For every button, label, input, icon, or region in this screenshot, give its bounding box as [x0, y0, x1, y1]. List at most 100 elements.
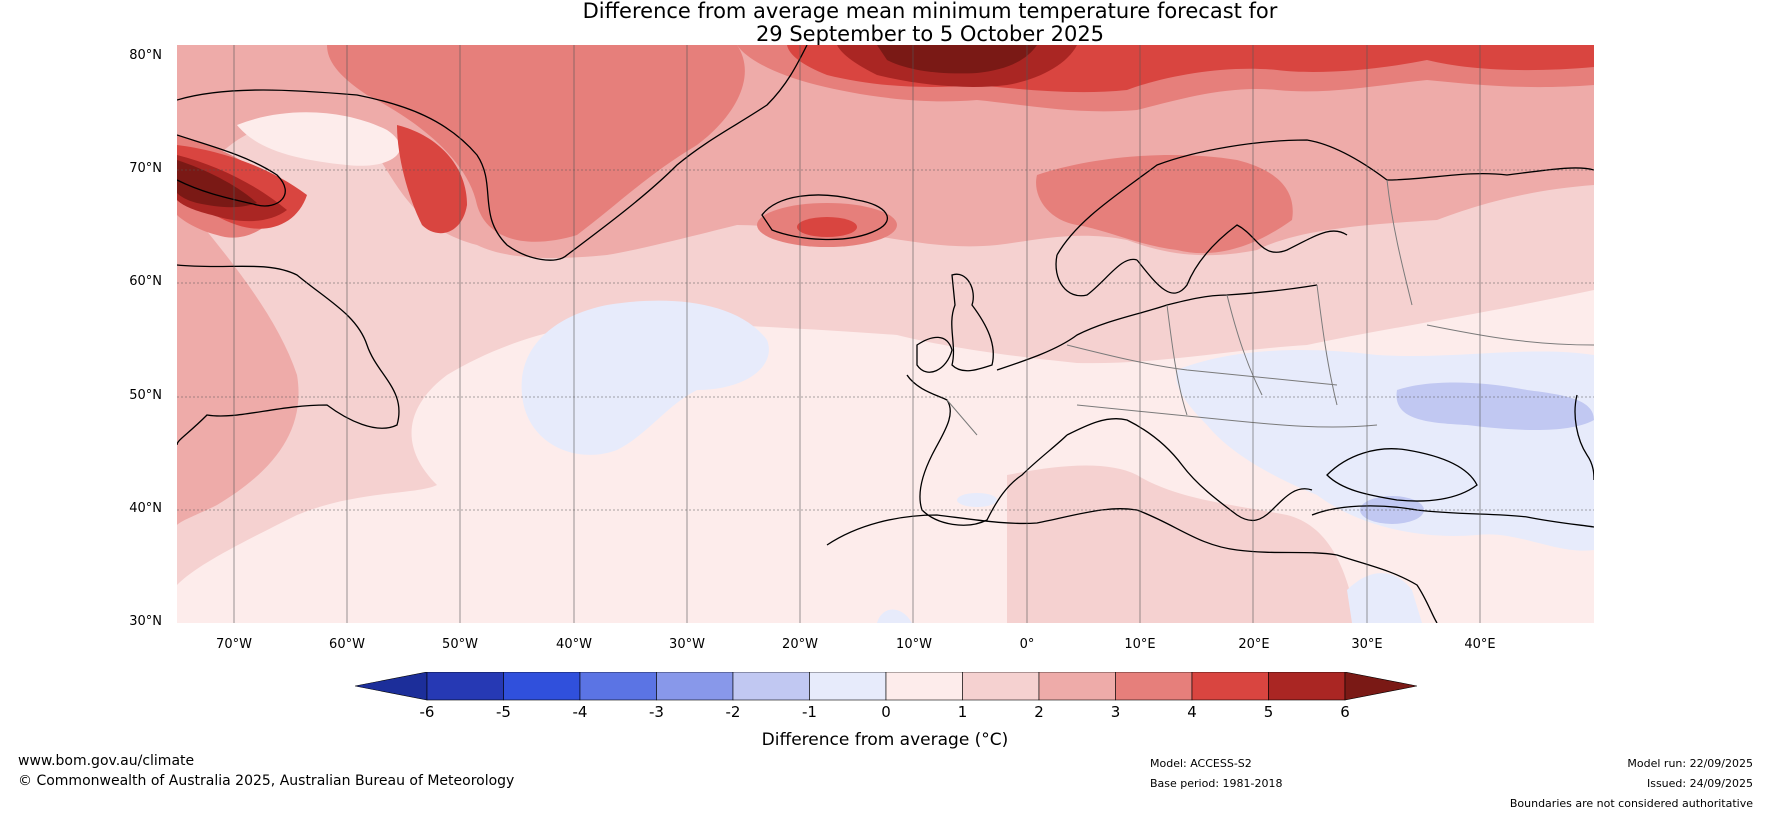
greenland-coast [177, 45, 808, 261]
mediterranean-north-coast [1066, 418, 1313, 522]
colorbar-segment [1038, 671, 1116, 701]
colorbar-tick-label: -5 [496, 703, 511, 721]
title-line-1: Difference from average mean minimum tem… [582, 0, 1278, 23]
temperature-anomaly-map [177, 45, 1594, 623]
map-title: Difference from average mean minimum tem… [0, 0, 1770, 46]
anomaly-field-4-5-greenland-west [397, 125, 467, 234]
map-svg [177, 45, 1594, 623]
colorbar-segment [962, 671, 1040, 701]
anomaly-field-neg1-0-turkey [1347, 573, 1422, 623]
colorbar-tick-label: 4 [1187, 703, 1197, 721]
colorbar-tick-label: 2 [1034, 703, 1044, 721]
lon-label-30e: 30°E [1351, 637, 1383, 652]
lon-label-40e: 40°E [1464, 637, 1496, 652]
lon-label-20e: 20°E [1238, 637, 1270, 652]
border-4 [1386, 179, 1413, 306]
gridlines [233, 45, 1481, 623]
footer-model-run: Model run: 22/09/2025 [1627, 757, 1753, 770]
colorbar-tick-label: -2 [725, 703, 741, 721]
anomaly-field-above-6-labrador [177, 160, 257, 208]
lon-label-60w: 60°W [329, 637, 365, 652]
colorbar-svg [354, 671, 1418, 701]
colorbar-segment [732, 671, 810, 701]
country-borders [946, 179, 1594, 436]
anomaly-field-3-4-scandinavia [1036, 155, 1293, 254]
border-7 [1426, 324, 1594, 346]
colorbar-segment [503, 671, 581, 701]
lon-label-0: 0° [1019, 637, 1035, 652]
britain-coast [951, 273, 994, 372]
colorbar-tick-label: 5 [1263, 703, 1274, 721]
scandinavia-coast [1056, 139, 1594, 256]
ireland-coast [916, 336, 953, 373]
border-8 [946, 399, 978, 436]
latitude-lines [177, 169, 1594, 511]
anomaly-field-4-5-iceland [797, 217, 857, 237]
colorbar-tick-label: -4 [572, 703, 588, 721]
colorbar-label: Difference from average (°C) [761, 730, 1009, 750]
caspian-coast [1574, 394, 1594, 481]
lon-label-20w: 20°W [782, 637, 818, 652]
anomaly-field-3-4-greenland [327, 45, 745, 242]
colorbar-tick-label: -6 [419, 703, 435, 721]
anomaly-field-2-3-west [177, 195, 299, 525]
colorbar-segment [1115, 671, 1193, 701]
iceland-coast [761, 194, 889, 241]
lat-label-80n: 80°N [129, 48, 162, 63]
lon-label-50w: 50°W [442, 637, 478, 652]
anomaly-field-neg1-0-spain [957, 493, 997, 507]
border-5 [1066, 344, 1338, 386]
lon-label-30w: 30°W [669, 637, 705, 652]
colorbar-segment [1268, 671, 1346, 701]
colorbar-tick-label: 6 [1340, 703, 1350, 721]
black-sea-coast [1326, 448, 1478, 502]
lon-label-40w: 40°W [556, 637, 592, 652]
colorbar-tick-label: -1 [802, 703, 817, 721]
footer-issued: Issued: 24/09/2025 [1646, 777, 1753, 790]
anomaly-field-neg2-neg1-ukraine [1396, 382, 1594, 430]
footer-model: Model: ACCESS-S2 [1150, 757, 1252, 770]
colorbar-segment [809, 671, 887, 701]
lat-label-40n: 40°N [129, 501, 162, 516]
colorbar-segment [426, 671, 504, 701]
colorbar-extend-low [354, 671, 428, 701]
sweden-finland-coast [1136, 224, 1348, 294]
colorbar-segment [885, 671, 963, 701]
border-2 [1226, 294, 1263, 396]
footer-disclaimer: Boundaries are not considered authoritat… [1509, 797, 1753, 810]
anomaly-field-neg1-0-south [877, 609, 912, 623]
colorbar-segment [1191, 671, 1269, 701]
labrador-coast [177, 264, 400, 446]
lat-label-60n: 60°N [129, 274, 162, 289]
colorbar-tick-label: 1 [957, 703, 968, 721]
anomaly-field-1-2-south [1007, 465, 1357, 623]
lon-label-70w: 70°W [216, 637, 252, 652]
colorbar-segment [656, 671, 734, 701]
lat-label-70n: 70°N [129, 161, 162, 176]
border-6 [1076, 404, 1378, 428]
lat-label-30n: 30°N [129, 614, 162, 629]
colorbar-tick-label: -3 [649, 703, 664, 721]
colorbar [354, 671, 1418, 702]
title-line-2: 29 September to 5 October 2025 [755, 22, 1105, 46]
anomaly-field-above-6-arctic [877, 45, 1037, 74]
canada-north-coast [177, 134, 286, 207]
border-3 [1316, 284, 1338, 406]
norway-south-coast [1055, 254, 1138, 297]
anomaly-field-neg1-0-atlantic [521, 300, 769, 455]
lon-label-10e: 10°E [1124, 637, 1156, 652]
colorbar-tick-label: 0 [881, 703, 891, 721]
lon-label-10w: 10°W [896, 637, 932, 652]
footer-copyright: © Commonwealth of Australia 2025, Austra… [18, 773, 515, 789]
footer-website[interactable]: www.bom.gov.au/climate [18, 753, 195, 769]
anomaly-field-light-baffin [237, 112, 401, 166]
anomaly-field-neg2-neg1-black-sea [1360, 496, 1424, 524]
border-1 [1166, 304, 1188, 416]
colorbar-segment [579, 671, 657, 701]
lat-label-50n: 50°N [129, 388, 162, 403]
north-africa-coast [826, 508, 1438, 623]
turkey-coast [1311, 505, 1594, 528]
footer-base-period: Base period: 1981-2018 [1150, 777, 1283, 790]
colorbar-tick-label: 3 [1110, 703, 1121, 721]
colorbar-extend-high [1344, 671, 1418, 701]
